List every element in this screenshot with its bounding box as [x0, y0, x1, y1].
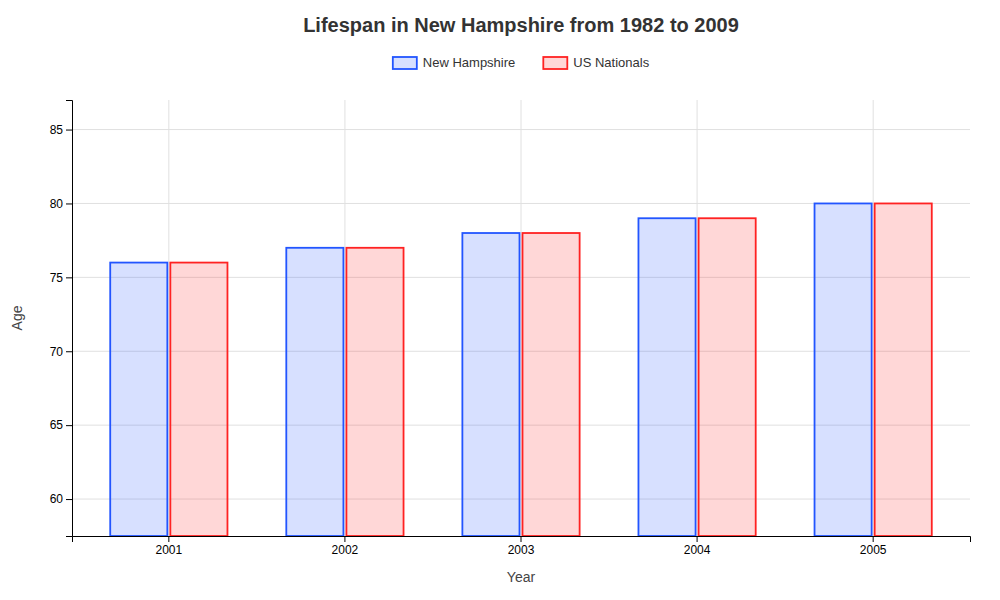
chart: 2001 2002 2003 2004 2005 60 65 70 75 80 85 Lifespan… — [0, 0, 1000, 600]
axis-line — [73, 537, 971, 543]
tick-mark — [66, 351, 72, 352]
tick-label: 60 — [50, 492, 64, 506]
axis-line — [66, 101, 73, 537]
bar — [875, 203, 932, 536]
tick-label: 85 — [50, 123, 64, 137]
tick-mark — [66, 425, 72, 426]
grid-line — [521, 100, 522, 536]
series — [170, 203, 931, 536]
x-axis: 2001 2002 2003 2004 2005 — [73, 536, 971, 557]
legend-swatch — [393, 57, 417, 69]
tick: 85 — [50, 123, 72, 137]
y-axis: 60 65 70 75 80 85 — [50, 101, 73, 537]
tick-label: 2001 — [155, 543, 182, 557]
y-axis-title: Age — [9, 305, 25, 330]
tick: 60 — [50, 492, 72, 506]
tick-label: 2002 — [332, 543, 359, 557]
bar — [523, 233, 580, 536]
tick-label: 2003 — [508, 543, 535, 557]
tick: 75 — [50, 271, 72, 285]
tick-label: 75 — [50, 271, 64, 285]
bar — [286, 248, 343, 536]
bar — [815, 203, 872, 536]
grid-line — [168, 100, 169, 536]
tick-label: 70 — [50, 345, 64, 359]
tick-label: 2005 — [860, 543, 887, 557]
bar — [638, 218, 695, 536]
legend-label: US Nationals — [573, 55, 649, 70]
tick: 2002 — [332, 536, 359, 557]
legend-swatch — [543, 57, 567, 69]
tick: 2005 — [860, 536, 887, 557]
legend-label: New Hampshire — [423, 55, 515, 70]
grid-line — [697, 100, 698, 536]
tick-mark — [168, 536, 169, 542]
bar — [346, 248, 403, 536]
tick-mark — [66, 277, 72, 278]
title: Lifespan in New Hampshire from 1982 to 2… — [303, 14, 739, 36]
bar — [110, 263, 167, 536]
legend-item: US Nationals — [543, 55, 649, 70]
tick: 2004 — [684, 536, 711, 557]
bar — [462, 233, 519, 536]
series — [110, 203, 871, 536]
grid-line — [873, 100, 874, 536]
tick-label: 80 — [50, 197, 64, 211]
bars — [110, 203, 932, 536]
tick: 80 — [50, 197, 72, 211]
bar — [170, 263, 227, 536]
legend: New Hampshire US Nationals — [393, 55, 650, 70]
tick-label: 65 — [50, 418, 64, 432]
tick-mark — [344, 536, 345, 542]
tick-mark — [873, 536, 874, 542]
tick-mark — [66, 203, 72, 204]
grid — [72, 100, 970, 536]
plot: 2001 2002 2003 2004 2005 60 65 70 75 80 85 — [50, 100, 971, 557]
legend-item: New Hampshire — [393, 55, 515, 70]
tick: 2003 — [508, 536, 535, 557]
tick: 65 — [50, 418, 72, 432]
tick-mark — [521, 536, 522, 542]
grid-line — [344, 100, 345, 536]
tick-label: 2004 — [684, 543, 711, 557]
tick: 2001 — [155, 536, 182, 557]
tick-mark — [66, 130, 72, 131]
tick: 70 — [50, 345, 72, 359]
x-axis-title: Year — [507, 569, 536, 585]
tick-mark — [66, 499, 72, 500]
tick-mark — [697, 536, 698, 542]
bar — [699, 218, 756, 536]
